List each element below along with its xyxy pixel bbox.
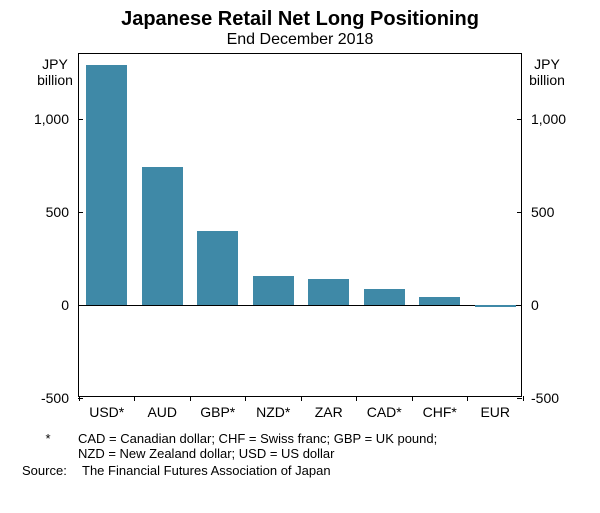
y-tick xyxy=(78,212,83,213)
chart-title: Japanese Retail Net Long Positioning xyxy=(18,8,582,31)
x-tick xyxy=(134,396,135,401)
x-tick xyxy=(301,396,302,401)
footnote-row: *CAD = Canadian dollar; CHF = Swiss fran… xyxy=(18,431,582,461)
y-label-left: 500 xyxy=(46,204,69,220)
x-tick xyxy=(245,396,246,401)
bar xyxy=(86,65,127,305)
x-tick xyxy=(412,396,413,401)
footnote-text: CAD = Canadian dollar; CHF = Swiss franc… xyxy=(78,431,582,461)
y-label-right: 500 xyxy=(531,204,554,220)
bar xyxy=(308,279,349,305)
y-label-right: 1,000 xyxy=(531,111,566,127)
x-label: GBP* xyxy=(190,404,246,420)
x-label: EUR xyxy=(468,404,524,420)
bar xyxy=(364,289,405,305)
x-tick xyxy=(190,396,191,401)
bar xyxy=(253,276,294,305)
bar xyxy=(197,231,238,305)
x-label: ZAR xyxy=(301,404,357,420)
y-label-left: 0 xyxy=(61,297,69,313)
x-label: USD* xyxy=(79,404,135,420)
x-tick xyxy=(79,396,80,401)
bar xyxy=(419,297,460,305)
y-tick xyxy=(78,119,83,120)
y-axis-title-left: JPY billion xyxy=(27,56,83,88)
x-label: CHF* xyxy=(412,404,468,420)
zero-line xyxy=(79,305,521,306)
chart-subtitle: End December 2018 xyxy=(18,31,582,49)
footnote-marker: * xyxy=(18,431,78,446)
footnote-block: *CAD = Canadian dollar; CHF = Swiss fran… xyxy=(18,431,582,478)
x-label: AUD xyxy=(135,404,191,420)
bar xyxy=(142,167,183,305)
source-label: Source: xyxy=(18,463,82,478)
y-tick xyxy=(517,119,522,120)
plot-area: -500-500005005001,0001,000JPY billionJPY… xyxy=(78,53,522,397)
source-text: The Financial Futures Association of Jap… xyxy=(82,463,582,478)
x-tick xyxy=(467,396,468,401)
chart-container: Japanese Retail Net Long Positioning End… xyxy=(0,0,600,513)
y-label-left: 1,000 xyxy=(34,111,69,127)
y-tick xyxy=(78,305,83,306)
x-tick xyxy=(523,396,524,401)
x-tick xyxy=(356,396,357,401)
bar xyxy=(475,305,516,307)
y-tick xyxy=(517,212,522,213)
y-label-left: -500 xyxy=(41,390,69,406)
y-tick xyxy=(517,398,522,399)
y-label-right: -500 xyxy=(531,390,559,406)
chart-box: -500 -500 0 0 500 500 1,000 1,000 JPY billion JPY… xyxy=(18,53,582,425)
source-row: Source:The Financial Futures Association… xyxy=(18,463,582,478)
x-label: NZD* xyxy=(246,404,302,420)
y-axis-title-right: JPY billion xyxy=(519,56,575,88)
y-label-right: 0 xyxy=(531,297,539,313)
x-label: CAD* xyxy=(357,404,413,420)
y-tick xyxy=(517,305,522,306)
